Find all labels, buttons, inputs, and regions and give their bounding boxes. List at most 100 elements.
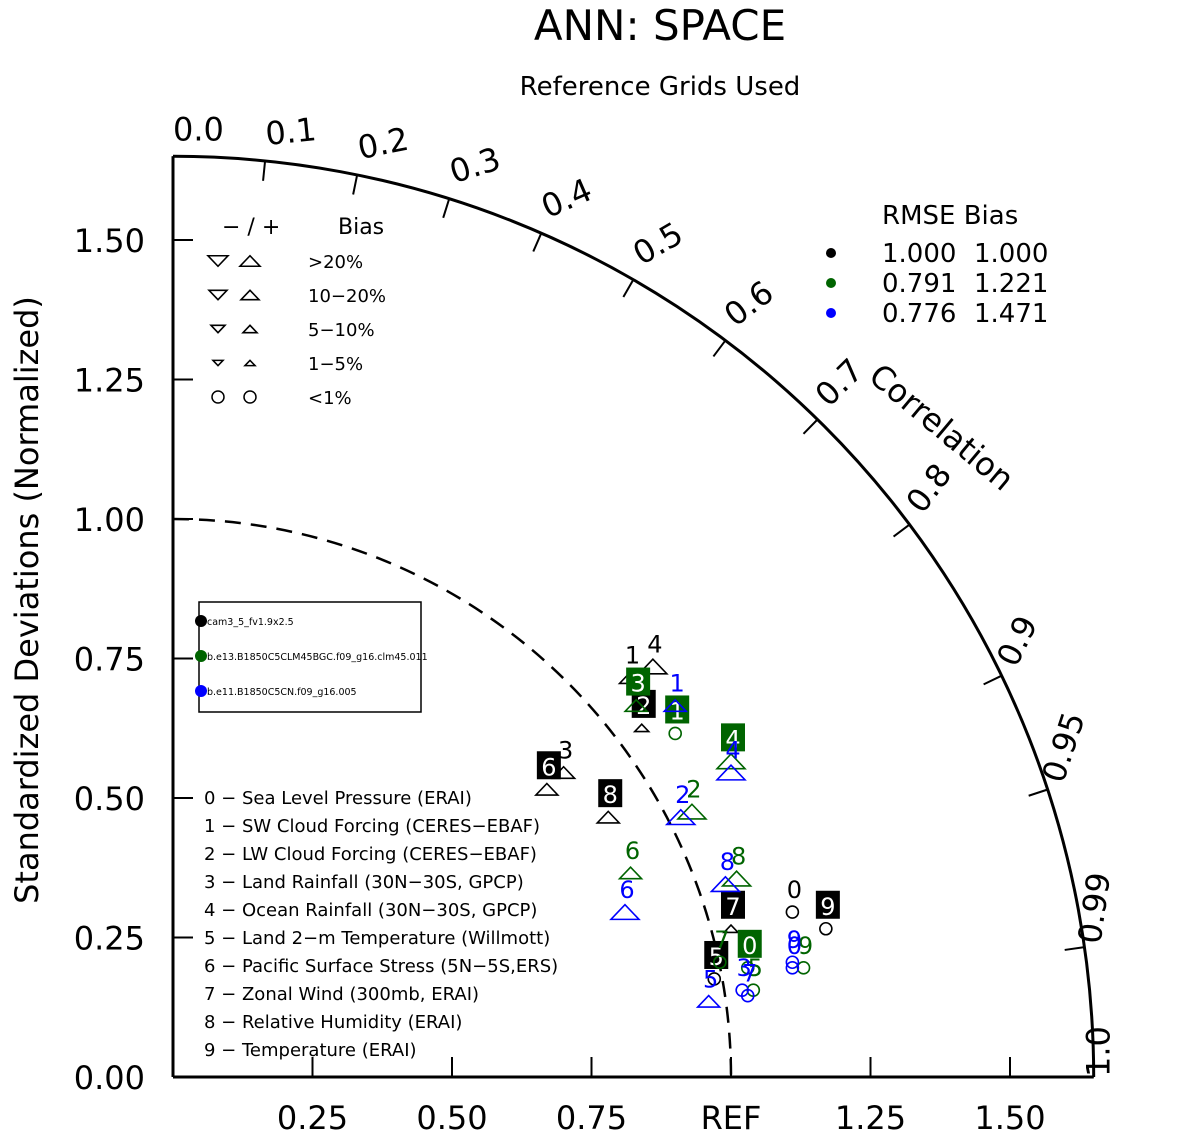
data-point: 4 [637,631,669,675]
rmse-legend-header: RMSE Bias [882,201,1018,231]
variable-legend-item: 2 − LW Cloud Forcing (CERES−EBAF) [204,844,537,865]
variable-legend-item: 0 − Sea Level Pressure (ERAI) [204,788,472,809]
data-point: 3 [623,667,651,713]
corr-tick-label: 0.8 [898,456,959,520]
rmse-legend-dot [826,248,836,258]
point-marker-circle [668,726,683,741]
point-marker-circle [819,921,833,936]
point-marker-triangle [533,782,560,796]
rmse-legend-bias: 1.471 [974,299,1048,329]
x-tick-label: 0.50 [416,1099,487,1135]
point-label-box [815,890,840,919]
point-label: 7 [725,893,740,921]
point-marker-triangle [632,723,651,733]
bias-legend-down-icon [209,324,227,334]
model-legend-dot [195,615,207,627]
y-tick-label: 0.25 [74,920,145,958]
point-label: 0 [787,932,802,960]
x-tick-label: 0.25 [277,1099,348,1135]
point-label: 2 [686,776,701,804]
bias-legend-circle-icon [243,390,257,404]
rmse-legend-rmse: 0.791 [882,269,956,299]
point-label: 8 [731,843,746,871]
point-marker-triangle [637,657,669,675]
corr-tick [892,523,911,538]
point-marker-circle [740,988,755,1003]
point-marker-triangle [623,698,650,713]
variable-legend-item: 4 − Ocean Rainfall (30N−30S, GPCP) [204,900,537,921]
bias-legend-down-icon [207,289,229,301]
point-marker-circle [740,961,755,975]
bias-legend-label: 5−10% [308,320,375,341]
rmse-legend-rmse: 0.776 [882,299,956,329]
y-tick-label: 0.75 [74,641,145,679]
data-point: 2 [664,781,697,826]
y-tick-label: 1.25 [74,362,145,400]
corr-tick-label: 0.3 [445,140,505,192]
point-marker-triangle [617,866,644,880]
point-label: 8 [720,848,735,876]
chart-subtitle: Reference Grids Used [520,72,801,102]
corr-tick-label: 0.0 [173,110,224,148]
legends: − / + Bias >20% 10−20% 5−10% 1−5% <1% RMSE Bias… [195,201,1048,1061]
x-tick-label: 0.75 [556,1099,627,1135]
corr-tick [532,232,543,252]
point-label: 4 [725,725,740,753]
corr-tick [1064,946,1085,951]
data-point: 9 [815,890,840,936]
point-label: 7 [714,926,729,954]
point-label-box [721,890,745,919]
corr-tick-label: 0.95 [1034,707,1092,787]
data-point: 7 [713,926,729,970]
data-point: 6 [533,751,561,796]
axes-layer: 0.000.250.500.751.001.251.500.25 0.50 0.75… [74,154,1096,1135]
point-marker-triangle [676,803,708,820]
corr-tick-label: 0.7 [808,351,871,414]
ref-label: REF [701,1099,762,1135]
point-label-box [598,779,623,808]
corr-tick [712,339,727,358]
corr-tick-label: 0.4 [536,171,598,226]
data-point: 0 [737,929,762,975]
corr-tick [802,418,819,435]
point-marker-triangle [715,764,747,781]
data-point: 8 [720,843,753,887]
point-marker-circle [785,905,800,919]
point-marker-circle [796,961,811,975]
data-point: 2 [676,776,708,820]
point-label: 0 [742,932,757,960]
data-point: 0 [785,876,802,919]
variable-legend-item: 9 − Temperature (ERAI) [204,1040,417,1061]
corr-tick-label: 0.5 [626,214,689,272]
data-point: 6 [609,876,641,921]
model-legend-box [198,601,422,713]
bias-legend-up-icon [241,324,259,334]
point-marker-circle [785,961,800,975]
corr-tick [262,160,267,181]
model-legend-dot [195,685,207,697]
bias-legend-down-icon [211,359,225,367]
model-legend-dot [195,650,207,662]
point-marker-triangle [662,698,689,713]
data-point: 9 [785,926,802,970]
point-label: 9 [787,926,802,954]
data-point: 9 [796,932,813,975]
point-label: 8 [603,781,618,809]
point-marker-triangle [664,808,697,826]
point-marker-triangle [709,875,742,893]
point-label: 9 [820,893,835,921]
point-label-box [626,667,651,696]
data-point: 4 [715,723,747,770]
point-label: 2 [675,781,690,809]
point-label: 3 [737,954,752,982]
rmse-legend-bias: 1.221 [974,269,1048,299]
point-label: 4 [725,737,740,765]
point-label: 2 [636,692,651,720]
data-point: 7 [721,890,745,934]
bias-legend-down-icon [206,254,230,268]
corr-tick-label: 0.1 [264,110,318,153]
bias-legend-header-symbols: − / + [222,215,280,240]
corr-tick-label: 0.9 [989,610,1045,672]
point-marker-triangle [715,752,747,770]
